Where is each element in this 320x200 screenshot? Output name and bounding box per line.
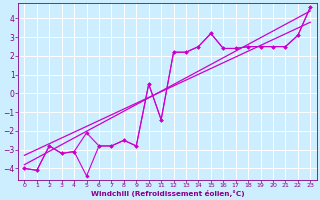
X-axis label: Windchill (Refroidissement éolien,°C): Windchill (Refroidissement éolien,°C) bbox=[91, 190, 244, 197]
